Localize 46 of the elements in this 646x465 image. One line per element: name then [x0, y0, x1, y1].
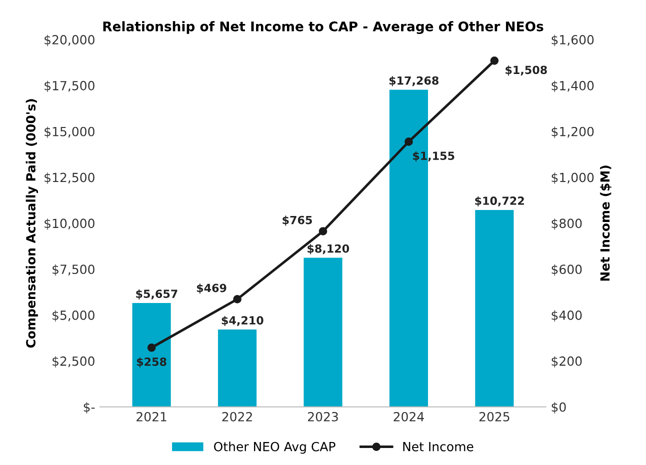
y2-tick-label: $600	[552, 264, 582, 276]
y-tick-label: $10,000	[44, 218, 94, 230]
point	[404, 138, 413, 146]
bar	[304, 258, 342, 407]
x-tick-label: 2025	[479, 412, 510, 422]
y-tick-label: $-	[84, 402, 95, 414]
y-tick-label: $17,500	[44, 80, 94, 92]
y-tick-label: $20,000	[44, 34, 94, 46]
y2-tick-label: $400	[552, 310, 582, 322]
data-label: $765	[282, 216, 312, 226]
y-axis-title: Compensation Actually Paid (000's)	[26, 99, 38, 348]
point	[147, 343, 156, 352]
y2-axis-title: Net Income ($M)	[600, 166, 612, 281]
x-tick-label: 2023	[308, 412, 338, 422]
y-tick-label: $2,500	[52, 356, 94, 368]
y2-tick-label: $0	[552, 402, 566, 414]
y2-tick-label: $800	[552, 218, 582, 230]
data-label: $258	[136, 357, 166, 368]
chart-title: Relationship of Net Income to CAP - Average of Other NEOs	[103, 21, 544, 34]
bar	[475, 210, 514, 407]
data-label: $17,268	[389, 76, 438, 86]
x-tick-label: 2022	[222, 412, 252, 422]
y-tick-label: $5,000	[52, 310, 94, 322]
data-label: $5,657	[136, 289, 178, 300]
data-label: $8,120	[308, 244, 350, 254]
y-tick-label: $12,500	[44, 172, 94, 184]
x-tick-label: 2021	[136, 412, 166, 422]
data-label: $4,210	[222, 316, 264, 326]
point	[318, 227, 328, 236]
y2-tick-label: $1,200	[552, 126, 594, 138]
y2-tick-label: $1,400	[552, 80, 594, 92]
data-label: $1,508	[506, 65, 547, 76]
y2-tick-label: $200	[552, 356, 582, 368]
data-label: $10,722	[475, 196, 524, 206]
y-tick-label: $7,500	[52, 264, 94, 276]
point	[233, 295, 242, 304]
point	[490, 56, 499, 65]
y2-tick-label: $1,000	[552, 172, 594, 184]
legend-label: Other NEO Avg CAP	[214, 442, 336, 454]
legend-label: Net Income	[403, 442, 474, 452]
data-label: $469	[196, 284, 226, 294]
bar	[132, 302, 171, 407]
bar	[218, 330, 257, 407]
y-tick-label: $15,000	[44, 126, 94, 138]
x-tick-label: 2024	[394, 412, 424, 422]
y2-tick-label: $1,600	[552, 34, 594, 46]
